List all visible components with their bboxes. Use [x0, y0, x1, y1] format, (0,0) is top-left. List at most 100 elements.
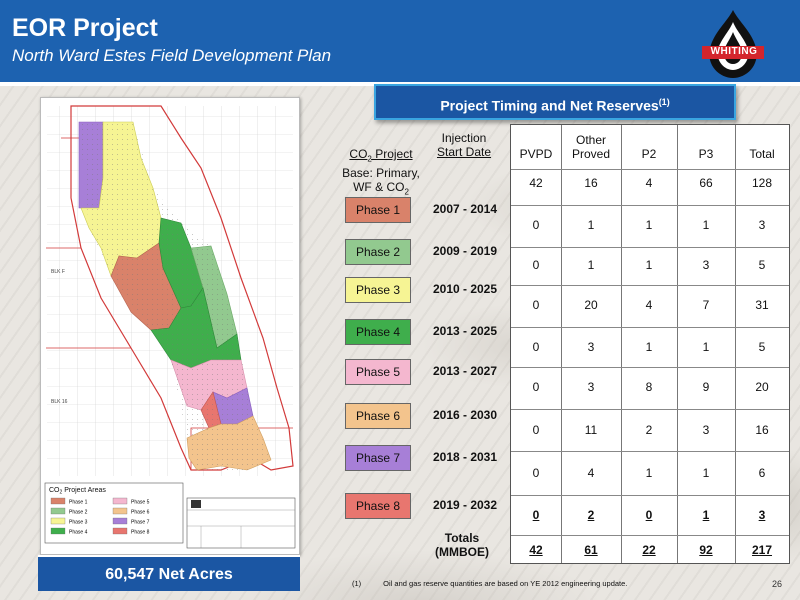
table-cell: 128 — [751, 176, 773, 190]
table-row-divider — [511, 367, 789, 368]
totals-cell: 61 — [584, 543, 598, 557]
totals-cell: 22 — [642, 543, 656, 557]
map-legend: CO2 Project Areas Phase 1 Phase 2 Phase 3 P… — [44, 482, 184, 544]
table-cell: 4 — [645, 298, 653, 312]
table-cell: 1 — [702, 508, 710, 522]
table-row-divider — [511, 205, 789, 206]
footnote: (1) Oil and gas reserve quantities are ba… — [352, 579, 627, 588]
table-column-divider — [561, 125, 562, 563]
legend-swatch-phase-1 — [50, 497, 66, 505]
block-label-f: BLK F — [51, 269, 65, 275]
table-cell: 3 — [587, 340, 595, 354]
phase-dates-5: 2013 - 2027 — [432, 364, 498, 378]
phase-dates-4: 2013 - 2025 — [432, 324, 498, 338]
legend-label-phase-4: Phase 4 — [69, 530, 88, 536]
table-column-divider — [621, 125, 622, 563]
table-cell: 3 — [758, 218, 766, 232]
table-cell: 66 — [699, 176, 713, 190]
table-cell: 11 — [584, 423, 598, 437]
table-cell: 2 — [587, 508, 595, 522]
page-subtitle: North Ward Estes Field Development Plan — [12, 46, 332, 65]
phase-dates-6: 2016 - 2030 — [432, 408, 498, 422]
column-header-other-proved: Other Proved — [571, 133, 611, 161]
table-cell: 9 — [702, 380, 710, 394]
legend-swatch-phase-5 — [112, 497, 128, 505]
table-cell: 1 — [645, 218, 653, 232]
whiting-logo — [702, 10, 764, 78]
base-row-label: Base: Primary, WF & CO2 — [332, 166, 430, 199]
totals-label: Totals (MMBOE) — [426, 531, 498, 559]
map-title-block — [186, 497, 296, 549]
table-cell: 0 — [645, 508, 653, 522]
table-cell: 0 — [532, 258, 540, 272]
table-cell: 3 — [758, 508, 766, 522]
table-row-divider — [511, 535, 789, 536]
legend-label-phase-1: Phase 1 — [69, 500, 88, 506]
net-acres-label: 60,547 Net Acres — [38, 555, 300, 591]
co2-project-co: CO — [349, 147, 368, 161]
column-header-p3: P3 — [698, 147, 714, 161]
totals-label-line1: Totals — [444, 531, 480, 545]
table-cell: 7 — [702, 298, 710, 312]
totals-label-line2: (MMBOE) — [435, 545, 489, 559]
phase-label-1: Phase 1 — [345, 197, 411, 223]
phase-dates-7: 2018 - 2031 — [432, 450, 498, 464]
column-header-total: Total — [749, 147, 775, 161]
banner-title: Project Timing and Net Reserves — [440, 97, 659, 114]
injection-start-header: Injection Start Date — [424, 131, 504, 159]
legend-title: CO2 Project Areas — [49, 487, 106, 496]
base-label-line1: Base: Primary, — [342, 166, 420, 180]
table-cell: 5 — [758, 258, 766, 272]
table-cell: 20 — [755, 380, 769, 394]
legend-swatch-phase-2 — [50, 507, 66, 515]
table-column-divider — [677, 125, 678, 563]
totals-cell: 92 — [699, 543, 713, 557]
table-cell: 1 — [702, 466, 710, 480]
field-map-drawing: BLK F BLK 16 CO2 Project Areas Phase 1 Ph… — [44, 105, 296, 549]
table-cell: 3 — [702, 423, 710, 437]
table-column-divider — [735, 125, 736, 563]
footnote-mark: (1) — [352, 579, 362, 588]
phase-label-6: Phase 6 — [345, 403, 411, 429]
legend-label-phase-6: Phase 6 — [131, 510, 150, 516]
base-label-sub: 2 — [404, 187, 409, 197]
table-cell: 4 — [587, 466, 595, 480]
table-cell: 31 — [755, 298, 769, 312]
table-cell: 0 — [532, 466, 540, 480]
table-cell: 0 — [532, 380, 540, 394]
table-row-divider — [511, 169, 789, 170]
header-bar: EOR Project North Ward Estes Field Devel… — [0, 0, 800, 86]
table-cell: 3 — [702, 258, 710, 272]
table-row-divider — [511, 327, 789, 328]
logo-wordmark: WHITING — [710, 46, 758, 57]
base-label-line2: WF & CO — [353, 180, 405, 194]
footnote-text: Oil and gas reserve quantities are based… — [383, 579, 628, 588]
table-cell: 0 — [532, 340, 540, 354]
legend-swatch-phase-6 — [112, 507, 128, 515]
totals-cell: 42 — [529, 543, 543, 557]
totals-cell: 217 — [751, 543, 773, 557]
phase-dates-3: 2010 - 2025 — [432, 282, 498, 296]
page-number: 26 — [772, 579, 783, 589]
table-cell: 1 — [587, 258, 595, 272]
table-cell: 2 — [645, 423, 653, 437]
page-title: EOR Project — [12, 14, 158, 42]
table-cell: 1 — [702, 218, 710, 232]
co2-project-header: CO2 Project — [340, 147, 422, 166]
table-cell: 6 — [758, 466, 766, 480]
table-cell: 0 — [532, 423, 540, 437]
table-cell: 16 — [755, 423, 769, 437]
co2-project-sub: 2 — [367, 154, 372, 164]
table-cell: 1 — [645, 258, 653, 272]
table-cell: 20 — [584, 298, 598, 312]
legend-label-phase-7: Phase 7 — [131, 520, 150, 526]
phase-label-5: Phase 5 — [345, 359, 411, 385]
table-cell: 8 — [645, 380, 653, 394]
reserves-table: PVPD Other Proved P2 P3 Total 42 16 4 66 128 0 1 1 1 3 0… — [510, 124, 790, 564]
phase-label-7: Phase 7 — [345, 445, 411, 471]
phase-dates-8: 2019 - 2032 — [432, 498, 498, 512]
phase-dates-2: 2009 - 2019 — [432, 244, 498, 258]
table-row-divider — [511, 451, 789, 452]
table-cell: 3 — [587, 380, 595, 394]
legend-label-phase-2: Phase 2 — [69, 510, 88, 516]
